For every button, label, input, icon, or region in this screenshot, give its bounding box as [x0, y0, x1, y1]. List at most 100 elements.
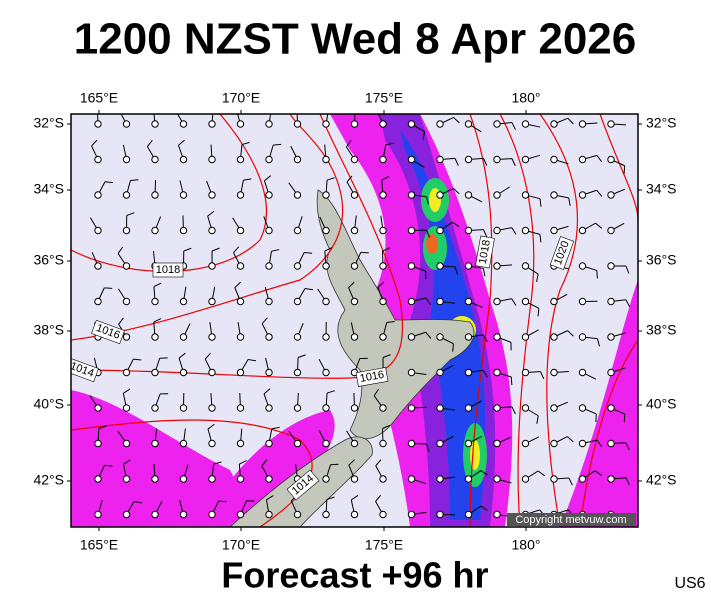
barb-station	[265, 120, 273, 128]
barb-station	[179, 475, 188, 483]
barb-station	[265, 510, 273, 519]
barb-feather	[183, 247, 192, 252]
barb-station	[151, 510, 159, 519]
barb-station	[607, 120, 615, 128]
barb-feather	[326, 496, 335, 501]
barb-feather	[153, 282, 162, 287]
barb-feather	[204, 352, 211, 360]
barb-station	[293, 404, 302, 412]
lat-label-right: 34°S	[646, 181, 677, 197]
wind-barbs	[89, 114, 631, 521]
barb-feather	[207, 423, 215, 430]
lon-label-bottom: 180°	[512, 537, 541, 553]
barb-station	[265, 439, 273, 448]
barb-station	[179, 404, 188, 412]
barb-feather	[511, 298, 517, 306]
barb-feather	[326, 177, 335, 181]
barb-station	[578, 439, 587, 448]
barb-feather	[211, 247, 220, 252]
barb-station	[607, 368, 615, 377]
code-label: US6	[674, 575, 705, 592]
barb-feather	[454, 266, 458, 275]
barb-station	[379, 510, 387, 519]
barb-feather	[568, 197, 571, 206]
barb-station	[521, 368, 530, 377]
isobar-label-box	[355, 367, 389, 387]
barb-station	[350, 439, 359, 448]
barb-station	[322, 120, 330, 128]
barb-station	[407, 510, 416, 519]
isobar-label-box	[549, 236, 575, 270]
isobar-label: 1016	[91, 319, 125, 345]
barb-station	[122, 510, 131, 519]
barb-feather	[426, 443, 430, 452]
barb-station	[122, 120, 131, 128]
barb-station	[521, 404, 530, 412]
barb-feather	[511, 122, 516, 130]
barb-station	[322, 191, 330, 199]
barb-feather	[178, 352, 186, 359]
barb-station	[350, 262, 359, 270]
barb-station	[265, 155, 273, 164]
barb-feather	[345, 140, 352, 148]
barb-station	[94, 475, 102, 483]
barb-station	[493, 297, 501, 306]
isobars	[71, 114, 638, 527]
barb-feather	[511, 158, 516, 167]
barb-feather	[539, 198, 542, 207]
barb-station	[493, 510, 501, 519]
barb-station	[122, 475, 131, 483]
barb-station	[607, 333, 615, 341]
barb-station	[407, 191, 416, 199]
barb-station	[521, 191, 530, 199]
barb-feather	[297, 354, 306, 358]
barb-station	[436, 191, 444, 199]
barb-station	[265, 368, 273, 377]
barb-feather	[126, 212, 135, 216]
lon-label-top: 175°E	[365, 90, 403, 106]
barb-feather	[536, 273, 539, 283]
lon-label-bottom: 165°E	[80, 537, 118, 553]
barb-station	[151, 333, 159, 341]
barb-station	[151, 120, 159, 128]
isobar-label-box	[475, 235, 495, 269]
barb-station	[550, 120, 558, 128]
barb-station	[293, 439, 302, 448]
barb-station	[436, 333, 444, 341]
barb-station	[94, 404, 102, 412]
barb-station	[464, 404, 473, 412]
barb-feather	[480, 470, 488, 476]
barb-feather	[261, 459, 268, 467]
barb-station	[151, 404, 159, 412]
barb-station	[293, 368, 302, 377]
barb-station	[350, 404, 359, 412]
isobar-label-box	[286, 469, 320, 501]
barb-station	[436, 439, 444, 448]
barb-feather	[91, 139, 98, 147]
barb-station	[236, 333, 245, 341]
barb-station	[94, 120, 102, 128]
barb-station	[407, 439, 416, 448]
barb-station	[179, 120, 188, 128]
barb-station	[122, 368, 131, 377]
barb-feather	[426, 229, 431, 238]
barb-station	[578, 262, 587, 270]
barb-station	[293, 297, 302, 306]
barb-station	[236, 368, 245, 377]
barb-feather	[510, 376, 513, 386]
barb-station	[521, 120, 530, 128]
isobar-label: 1014	[71, 357, 99, 383]
lat-label-right: 38°S	[646, 322, 677, 338]
isobar-label: 1018	[475, 235, 495, 269]
barb-station	[521, 475, 530, 483]
barb-station	[493, 439, 501, 448]
barb-station	[265, 475, 273, 483]
barb-station	[379, 404, 387, 412]
barb-station	[179, 155, 188, 164]
barb-feather	[377, 281, 385, 288]
barb-station	[607, 297, 615, 306]
barb-feather	[373, 388, 379, 397]
barb-feather	[104, 464, 113, 467]
barb-station	[322, 297, 330, 306]
barb-station	[464, 475, 473, 483]
